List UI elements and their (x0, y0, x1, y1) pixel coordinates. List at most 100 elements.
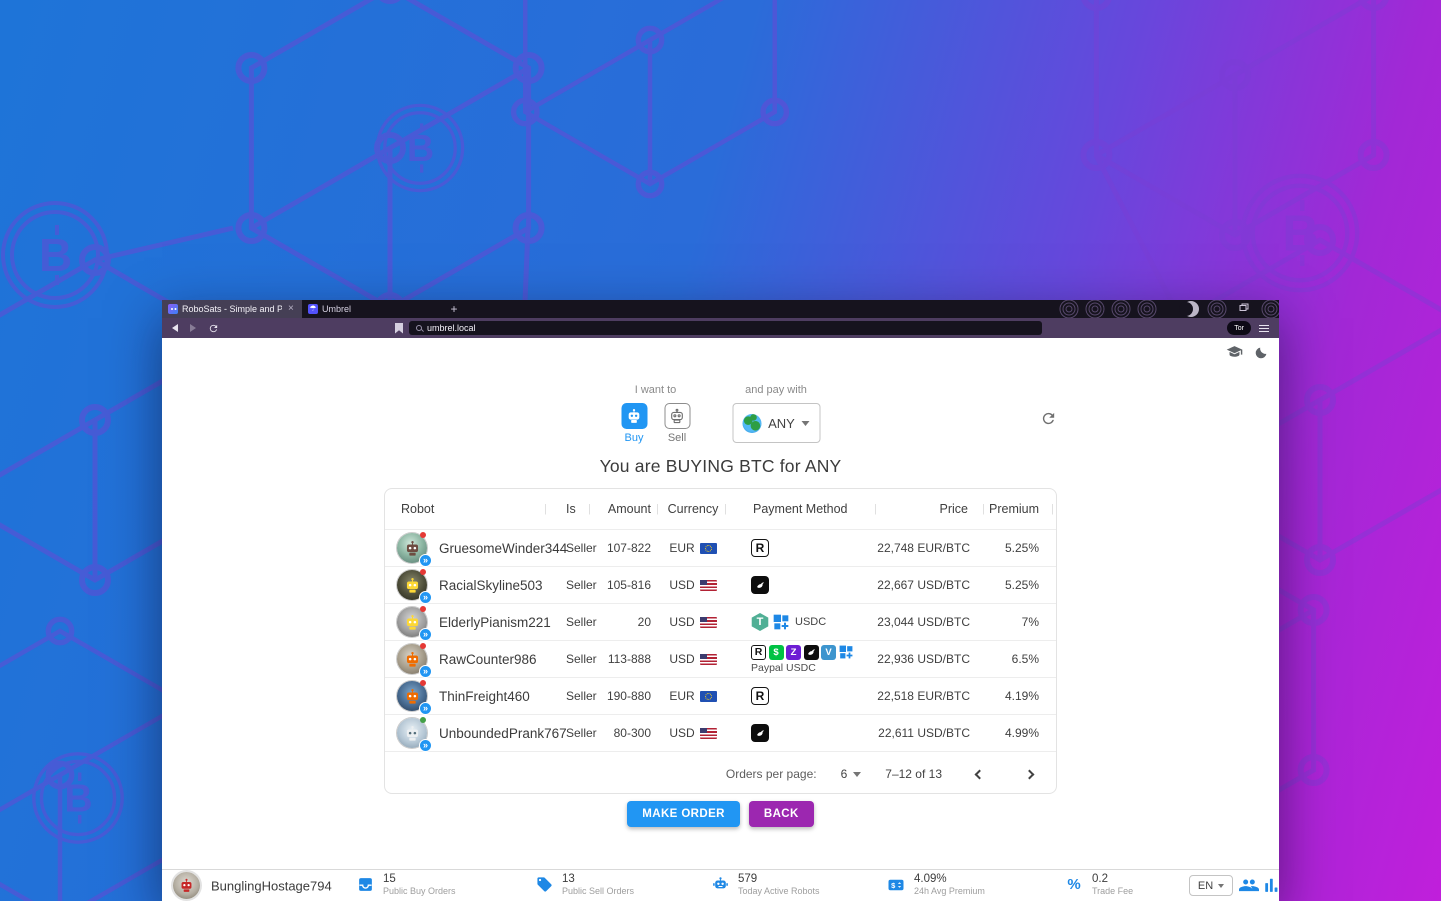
refresh-book-button[interactable] (1040, 410, 1057, 427)
user-avatar[interactable] (173, 872, 200, 899)
robot-avatar: » (397, 643, 432, 678)
chevron-right-icon (1024, 769, 1034, 779)
new-tab-button[interactable]: + (450, 302, 458, 316)
page-size-select[interactable]: 6 (841, 767, 862, 781)
stat-public-buy-orders[interactable]: 15 Public Buy Orders (356, 873, 456, 897)
bookmark-icon[interactable] (395, 322, 403, 334)
learn-icon[interactable] (1226, 345, 1243, 360)
exchange-summary-icon[interactable] (1264, 878, 1279, 892)
orders-per-page-label: Orders per page: (725, 767, 817, 781)
is-cell: Seller (566, 615, 597, 629)
swap-badge-icon: » (419, 628, 432, 641)
community-icon[interactable] (1239, 877, 1259, 892)
reload-button[interactable] (208, 323, 219, 334)
url-text: umbrel.local (427, 323, 476, 333)
status-bar: BunglingHostage794 15 Public Buy Orders 1… (162, 869, 1279, 901)
search-icon (416, 325, 422, 331)
back-button[interactable]: BACK (748, 801, 814, 827)
currency-code: USD (669, 726, 695, 740)
column-payment-method[interactable]: Payment Method (727, 502, 877, 516)
next-page-button[interactable] (1016, 761, 1042, 787)
robot-cell: » RacialSkyline503 (397, 569, 547, 604)
previous-page-button[interactable] (966, 761, 992, 787)
robot-icon (711, 876, 729, 894)
stat-label: 24h Avg Premium (914, 886, 985, 897)
robot-avatar: » (397, 680, 432, 715)
premium-cell: 6.5% (1011, 652, 1039, 666)
zelle-icon: Z (786, 644, 801, 660)
robot-avatar: » (397, 717, 432, 752)
dark-mode-icon[interactable] (1254, 345, 1269, 360)
robot-name: ThinFreight460 (439, 688, 530, 704)
currency-cell: USD (659, 578, 727, 592)
robot-cell: » ElderlyPianism221 (397, 606, 551, 641)
column-currency[interactable]: Currency (659, 502, 727, 516)
column-price[interactable]: Price (877, 502, 985, 516)
close-tab-icon[interactable]: × (288, 303, 294, 314)
robot-avatar: » (397, 606, 432, 641)
sell-toggle-button[interactable] (664, 403, 690, 429)
tag-icon (535, 876, 553, 894)
price-cell: 22,748 EUR/BTC (877, 541, 970, 555)
forward-button[interactable] (190, 324, 196, 332)
order-row[interactable]: » RacialSkyline503 Seller 105-816 USD 22… (385, 566, 1056, 604)
robot-name: GruesomeWinder344 (439, 540, 568, 556)
price-change-icon: $ (887, 876, 905, 894)
menu-icon[interactable] (1259, 324, 1269, 332)
status-dot (420, 532, 426, 538)
swap-badge-icon: » (419, 591, 432, 604)
make-order-button[interactable]: MAKE ORDER (627, 801, 740, 827)
premium-cell: 5.25% (1004, 578, 1039, 592)
inbox-icon (356, 876, 374, 894)
premium-cell: 4.99% (1004, 726, 1039, 740)
payment-text: Paypal USDC (751, 661, 816, 674)
table-pagination: Orders per page: 6 7–12 of 13 (385, 751, 1056, 793)
order-row[interactable]: » UnboundedPrank767 Seller 80-300 USD 22… (385, 714, 1056, 752)
tor-circuit-button[interactable]: Tor (1227, 321, 1251, 335)
us-flag-icon (699, 653, 717, 665)
stat-trade-fee[interactable]: % 0.2 Trade Fee (1065, 873, 1133, 897)
chevron-down-icon (801, 420, 810, 426)
language-select[interactable]: EN (1189, 875, 1233, 896)
back-button[interactable] (172, 324, 178, 332)
payment-cell (727, 576, 877, 594)
order-row[interactable]: » GruesomeWinder344 Seller 107-822 EUR R… (385, 529, 1056, 567)
swap-badge-icon: » (419, 554, 432, 567)
currency-cell: USD (659, 726, 727, 740)
bird-payment-icon (751, 576, 769, 594)
payment-cell: R (727, 687, 877, 705)
buy-toggle-button[interactable] (621, 403, 647, 429)
column-amount[interactable]: Amount (591, 502, 659, 516)
column-is[interactable]: Is (547, 502, 591, 516)
order-row[interactable]: » RawCounter986 Seller 113-888 USD R $ Z (385, 640, 1056, 678)
column-premium[interactable]: Premium (985, 502, 1044, 516)
robot-name: RawCounter986 (439, 651, 537, 667)
chevron-down-icon (1218, 883, 1225, 888)
order-row[interactable]: » ElderlyPianism221 Seller 20 USD T USDC… (385, 603, 1056, 641)
tab-umbrel[interactable]: ☂ Umbrel (302, 300, 408, 318)
language-value: EN (1197, 879, 1214, 892)
action-buttons: MAKE ORDER BACK (162, 801, 1279, 827)
user-nickname[interactable]: BunglingHostage794 (211, 878, 332, 893)
column-robot[interactable]: Robot (401, 502, 435, 516)
globe-icon (742, 413, 762, 433)
sell-label: Sell (667, 432, 687, 444)
currency-cell: USD (659, 652, 727, 666)
stat-24h-premium[interactable]: $ 4.09% 24h Avg Premium (887, 873, 985, 897)
stat-public-sell-orders[interactable]: 13 Public Sell Orders (535, 873, 634, 897)
tab-robosats[interactable]: RoboSats - Simple and Private Bit × (162, 300, 302, 318)
price-cell: 22,936 USD/BTC (877, 652, 970, 666)
svg-text:$: $ (891, 881, 896, 890)
stat-active-robots[interactable]: 579 Today Active Robots (711, 873, 820, 897)
amount-cell: 113-888 (607, 652, 651, 666)
tab-title: RoboSats - Simple and Private Bit (182, 304, 282, 314)
amount-cell: 105-816 (606, 578, 651, 592)
umbrel-favicon: ☂ (308, 304, 318, 314)
payment-method-select[interactable]: ANY (732, 403, 820, 443)
currency-cell: USD (659, 615, 727, 629)
tab-bar: RoboSats - Simple and Private Bit × ☂ Um… (162, 300, 1279, 318)
stat-value: 0.2 (1092, 873, 1108, 885)
order-row[interactable]: » ThinFreight460 Seller 190-880 EUR R 22… (385, 677, 1056, 715)
url-bar[interactable]: umbrel.local (409, 321, 1042, 335)
status-dot (420, 717, 426, 723)
